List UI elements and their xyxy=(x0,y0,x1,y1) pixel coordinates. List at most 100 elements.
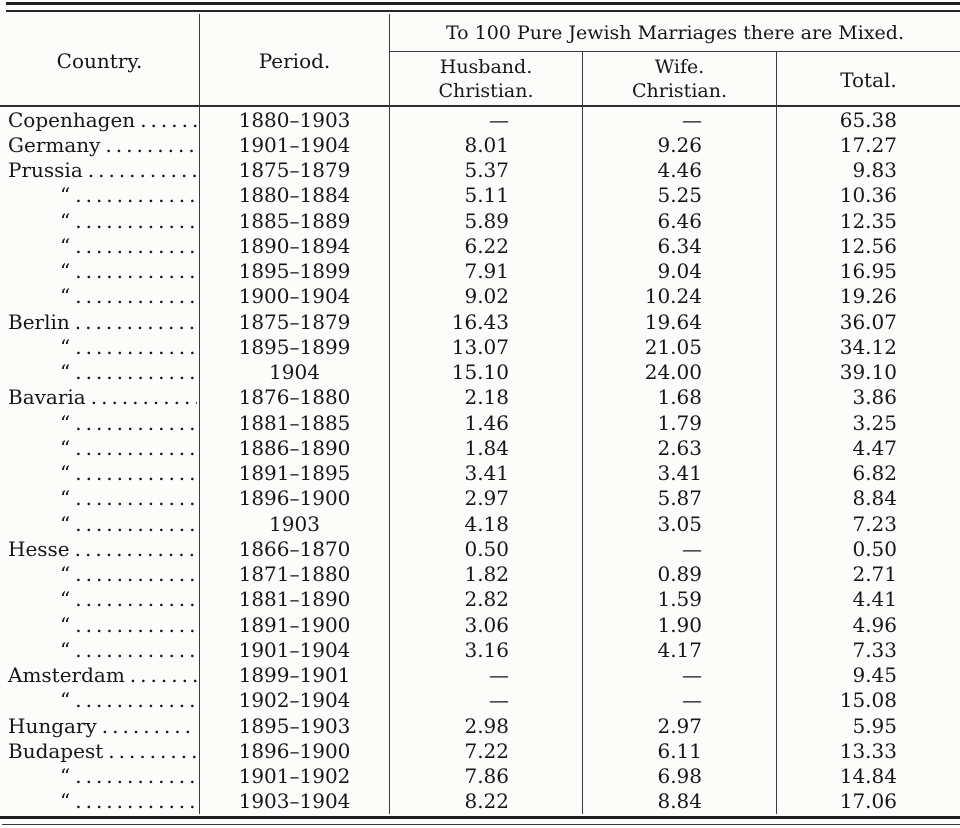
period-cell: 1880–1903 xyxy=(200,107,390,133)
total-value: 17.06 xyxy=(839,789,897,814)
total-value: 4.41 xyxy=(852,587,897,612)
period-cell: 1891–1895 xyxy=(200,460,390,486)
leader-dots: ........................................ xyxy=(75,233,197,258)
country-name: “ xyxy=(60,284,71,309)
husband-value: 2.97 xyxy=(390,485,583,511)
period-cell: 1899–1901 xyxy=(200,662,390,688)
table-row: Hesse ..................................… xyxy=(0,536,960,562)
table-row: “ ......................................… xyxy=(0,334,960,360)
wife-value: 2.97 xyxy=(583,713,777,739)
country-name: “ xyxy=(60,259,71,284)
header-period-label: Period. xyxy=(258,48,331,73)
leader-dots: ........................................ xyxy=(75,461,197,486)
period-cell: 1871–1880 xyxy=(200,561,390,587)
table-row: “ ......................................… xyxy=(0,283,960,309)
period-cell: 1885–1889 xyxy=(200,208,390,234)
wife-value: 19.64 xyxy=(583,309,777,335)
husband-value: 15.10 xyxy=(390,359,583,385)
husband-value: 2.82 xyxy=(390,586,583,612)
period-cell: 1904 xyxy=(200,359,390,385)
leader-dots: ........................................ xyxy=(75,688,197,713)
wife-value: 10.24 xyxy=(583,283,777,309)
bottom-rule-inner xyxy=(2,824,960,825)
wife-value: 0.89 xyxy=(583,561,777,587)
wife-value: 4.46 xyxy=(583,157,777,183)
header-total-label: Total. xyxy=(840,67,897,92)
country-cell: “ ......................................… xyxy=(0,283,200,309)
table-row: “ ......................................… xyxy=(0,182,960,208)
table-row: Germany ................................… xyxy=(0,132,960,158)
table-row: “ ......................................… xyxy=(0,258,960,284)
header-wife-line2: Christian. xyxy=(632,79,727,102)
period-cell: 1891–1900 xyxy=(200,612,390,638)
leader-dots: ........................................ xyxy=(75,511,197,536)
leader-dots: ........................................ xyxy=(75,562,197,587)
country-name: Bavaria xyxy=(8,385,86,410)
total-value: 9.83 xyxy=(852,158,897,183)
leader-dots: ........................................ xyxy=(87,158,197,183)
husband-value: 7.86 xyxy=(390,763,583,789)
husband-value: 4.18 xyxy=(390,511,583,537)
table-row: Berlin .................................… xyxy=(0,309,960,335)
husband-value: 13.07 xyxy=(390,334,583,360)
table-row: “ ......................................… xyxy=(0,485,960,511)
leader-dots: ........................................ xyxy=(140,107,197,132)
total-value: 17.27 xyxy=(839,132,897,157)
total-value: 39.10 xyxy=(839,360,897,385)
husband-value: 1.82 xyxy=(390,561,583,587)
country-name: “ xyxy=(60,562,71,587)
leader-dots: ........................................ xyxy=(75,789,197,814)
top-rule-outer xyxy=(6,2,960,5)
country-cell: “ ......................................… xyxy=(0,182,200,208)
country-cell: Prussia ................................… xyxy=(0,157,200,183)
leader-dots: ........................................ xyxy=(75,435,197,460)
table-row: “ ......................................… xyxy=(0,233,960,259)
husband-value: 7.91 xyxy=(390,258,583,284)
total-value: 4.47 xyxy=(852,435,897,460)
country-cell: “ ......................................… xyxy=(0,258,200,284)
country-name: “ xyxy=(60,435,71,460)
leader-dots: ........................................ xyxy=(75,764,197,789)
husband-value: 1.84 xyxy=(390,435,583,461)
wife-value: 9.26 xyxy=(583,132,777,158)
country-name: Germany xyxy=(8,132,101,157)
country-cell: “ ......................................… xyxy=(0,637,200,663)
country-name: “ xyxy=(60,486,71,511)
header-country: Country. xyxy=(0,14,200,107)
period-cell: 1881–1885 xyxy=(200,410,390,436)
header-husband-line2: Christian. xyxy=(438,79,534,102)
husband-value: — xyxy=(390,662,583,688)
table-row: “ ......................................… xyxy=(0,637,960,663)
top-rule-inner xyxy=(6,10,960,12)
country-name: “ xyxy=(60,334,71,359)
country-cell: Germany ................................… xyxy=(0,132,200,158)
leader-dots: ........................................ xyxy=(75,183,197,208)
leader-dots: ........................................ xyxy=(75,360,197,385)
total-value: 10.36 xyxy=(839,183,897,208)
period-cell: 1875–1879 xyxy=(200,309,390,335)
total-value: 5.95 xyxy=(852,713,897,738)
total-value: 3.25 xyxy=(852,410,897,435)
husband-value: 7.22 xyxy=(390,738,583,764)
country-cell: “ ......................................… xyxy=(0,763,200,789)
total-value: 3.86 xyxy=(852,385,897,410)
table-row: “ ......................................… xyxy=(0,561,960,587)
period-cell: 1895–1899 xyxy=(200,334,390,360)
husband-value: 3.06 xyxy=(390,612,583,638)
country-cell: “ ......................................… xyxy=(0,410,200,436)
country-name: “ xyxy=(60,410,71,435)
country-cell: Copenhagen .............................… xyxy=(0,107,200,133)
husband-value: 2.98 xyxy=(390,713,583,739)
period-cell: 1902–1904 xyxy=(200,687,390,713)
country-name: Budapest xyxy=(8,738,104,763)
total-value: 7.23 xyxy=(852,511,897,536)
total-value: 0.50 xyxy=(852,536,897,561)
country-name: “ xyxy=(60,208,71,233)
country-cell: Amsterdam ..............................… xyxy=(0,662,200,688)
country-cell: Hesse ..................................… xyxy=(0,536,200,562)
country-cell: “ ......................................… xyxy=(0,485,200,511)
country-name: Hungary xyxy=(8,713,97,738)
wife-value: 1.90 xyxy=(583,612,777,638)
country-name: “ xyxy=(60,789,71,814)
